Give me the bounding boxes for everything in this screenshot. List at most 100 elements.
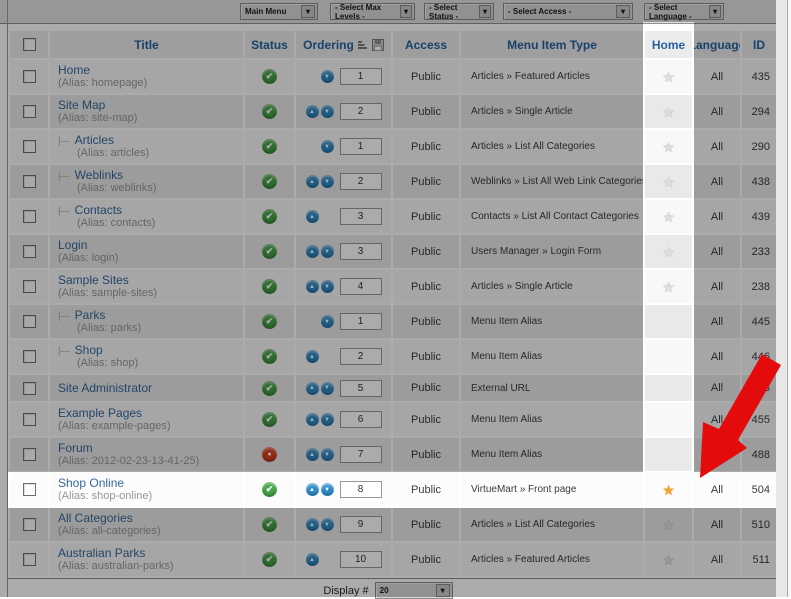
row-checkbox[interactable] [22,210,36,223]
home-star-icon[interactable] [662,210,675,224]
home-star-icon[interactable] [662,553,675,567]
status-published-icon[interactable] [262,174,277,189]
home-star-icon[interactable] [662,105,675,119]
status-published-icon[interactable] [262,552,277,567]
order-input[interactable] [339,103,382,120]
order-up-icon[interactable] [305,448,319,461]
filter-menu-select[interactable]: Main Menu [240,3,318,20]
menu-item-title-link[interactable]: Login [58,238,88,252]
status-published-icon[interactable] [262,104,277,119]
column-header-title[interactable]: Title [134,37,159,52]
order-up-icon[interactable] [305,105,319,118]
filter-language-select[interactable]: - Select Language - [644,3,724,21]
column-header-language[interactable]: Language [694,37,740,52]
menu-item-title-link[interactable]: Sample Sites [58,273,129,287]
row-checkbox[interactable] [22,315,36,328]
order-input[interactable] [339,551,382,568]
order-input[interactable] [339,278,382,295]
menu-item-title-link[interactable]: Home [58,63,91,77]
status-published-icon[interactable] [262,244,277,259]
menu-item-title-link[interactable]: Site Administrator [58,381,153,395]
order-input[interactable] [339,208,382,225]
order-up-icon[interactable] [305,210,319,223]
column-header-access[interactable]: Access [404,37,448,52]
order-input[interactable] [339,243,382,260]
home-star-icon[interactable] [662,140,675,154]
order-input[interactable] [339,481,382,498]
column-header-type[interactable]: Menu Item Type [507,37,597,52]
order-input[interactable] [339,348,382,365]
dropdown-arrow-icon[interactable] [435,584,450,597]
order-up-icon[interactable] [305,483,319,496]
menu-item-title-link[interactable]: Shop Online [58,476,125,490]
order-up-icon[interactable] [305,175,319,188]
row-checkbox[interactable] [22,175,36,188]
order-down-icon[interactable] [320,175,334,188]
row-checkbox[interactable] [22,413,36,426]
status-unpublished-icon[interactable] [262,447,277,462]
row-checkbox[interactable] [22,280,36,293]
column-header-status[interactable]: Status [251,37,288,52]
row-checkbox[interactable] [22,553,36,566]
order-up-icon[interactable] [305,280,319,293]
row-checkbox[interactable] [22,381,36,395]
status-published-icon[interactable] [262,279,277,294]
order-down-icon[interactable] [320,70,334,83]
sort-ascending-icon[interactable] [357,40,368,49]
order-up-icon[interactable] [305,245,319,258]
order-down-icon[interactable] [320,483,334,496]
dropdown-arrow-icon[interactable] [301,5,315,18]
status-published-icon[interactable] [262,314,277,329]
menu-item-title-link[interactable]: Shop [74,343,103,357]
display-limit-select[interactable]: 20 [374,582,453,599]
order-down-icon[interactable] [320,381,334,395]
menu-item-title-link[interactable]: Australian Parks [58,546,146,560]
status-published-icon[interactable] [262,349,277,364]
order-input[interactable] [339,68,382,85]
menu-item-title-link[interactable]: Forum [58,441,93,455]
dropdown-arrow-icon[interactable] [400,5,412,18]
column-header-id[interactable]: ID [753,37,765,52]
row-checkbox[interactable] [22,105,36,118]
column-header-ordering[interactable]: Ordering [303,37,354,52]
column-header-home[interactable]: Home [651,37,686,52]
row-checkbox[interactable] [22,350,36,363]
status-published-icon[interactable] [262,482,277,497]
dropdown-arrow-icon[interactable] [616,5,630,18]
order-up-icon[interactable] [305,553,319,566]
menu-item-title-link[interactable]: All Categories [58,511,133,525]
home-star-icon[interactable] [662,280,675,294]
row-checkbox[interactable] [22,70,36,83]
order-input[interactable] [339,516,382,533]
filter-access-select[interactable]: - Select Access - [503,3,633,20]
menu-item-title-link[interactable]: Example Pages [58,406,143,420]
select-all-checkbox[interactable] [22,38,36,51]
menu-item-title-link[interactable]: Articles [74,133,115,147]
order-down-icon[interactable] [320,280,334,293]
home-star-icon[interactable] [662,245,675,259]
save-order-icon[interactable] [371,38,384,51]
row-checkbox[interactable] [22,448,36,461]
status-published-icon[interactable] [262,69,277,84]
dropdown-arrow-icon[interactable] [479,5,491,18]
row-checkbox[interactable] [22,140,36,153]
home-star-icon[interactable] [662,70,675,84]
home-star-active-icon[interactable] [662,483,675,497]
menu-item-title-link[interactable]: Contacts [74,203,123,217]
order-down-icon[interactable] [320,315,334,328]
order-down-icon[interactable] [320,245,334,258]
order-input[interactable] [339,138,382,155]
home-star-icon[interactable] [662,175,675,189]
order-down-icon[interactable] [320,448,334,461]
order-input[interactable] [339,173,382,190]
order-up-icon[interactable] [305,413,319,426]
order-input[interactable] [339,313,382,330]
status-published-icon[interactable] [262,412,277,427]
row-checkbox[interactable] [22,483,36,496]
menu-item-title-link[interactable]: Site Map [58,98,106,112]
order-up-icon[interactable] [305,381,319,395]
order-input[interactable] [339,446,382,463]
order-input[interactable] [339,411,382,428]
row-checkbox[interactable] [22,245,36,258]
order-up-icon[interactable] [305,350,319,363]
